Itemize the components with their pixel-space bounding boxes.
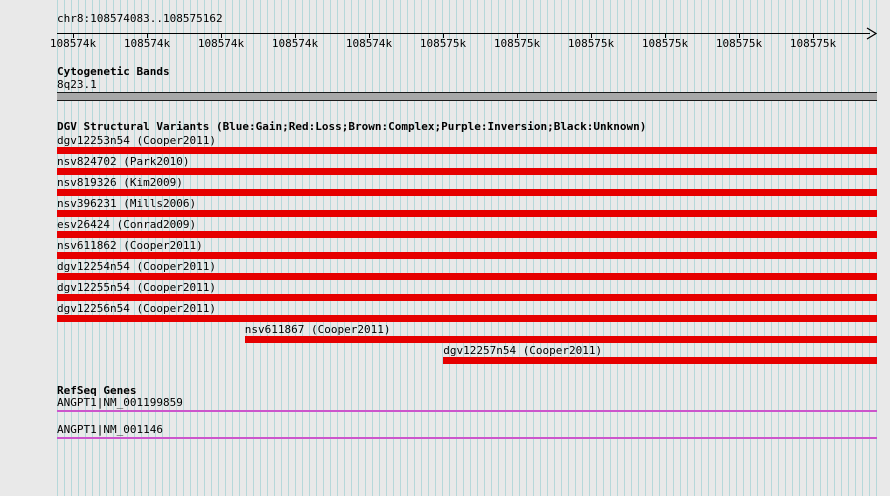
variant-label: dgv12257n54 (Cooper2011) <box>443 344 603 357</box>
variant-bar[interactable] <box>57 210 877 217</box>
variant-bar[interactable] <box>244 336 877 343</box>
variant-label: dgv12253n54 (Cooper2011) <box>57 134 216 147</box>
ruler-tick-label: 108575k <box>789 37 837 50</box>
variant-bar[interactable] <box>57 294 877 301</box>
axis-arrow-icon <box>866 27 877 40</box>
ruler-tick-label: 108574k <box>197 37 245 50</box>
ruler-tick <box>147 34 148 38</box>
gene-line[interactable] <box>57 437 877 439</box>
variant-label: dgv12256n54 (Cooper2011) <box>57 302 216 315</box>
ruler-tick <box>369 34 370 38</box>
variant-bar[interactable] <box>57 168 877 175</box>
grid-background <box>57 0 878 496</box>
ruler-tick <box>517 34 518 38</box>
track-title-refseq: RefSeq Genes <box>57 384 137 397</box>
ruler-tick <box>443 34 444 38</box>
cytoband-glyph[interactable] <box>57 92 877 101</box>
gene-label: ANGPT1|NM_001199859 <box>57 396 183 409</box>
ruler-tick-label: 108574k <box>123 37 171 50</box>
ruler-tick <box>295 34 296 38</box>
variant-label: dgv12255n54 (Cooper2011) <box>57 281 216 294</box>
variant-bar[interactable] <box>443 357 877 364</box>
cytoband-label: 8q23.1 <box>57 78 97 91</box>
gene-line[interactable] <box>57 410 877 412</box>
variant-label: nsv819326 (Kim2009) <box>57 176 183 189</box>
ruler-tick <box>221 34 222 38</box>
ruler-tick <box>813 34 814 38</box>
variant-bar[interactable] <box>57 189 877 196</box>
ruler-tick <box>591 34 592 38</box>
coordinate-ruler: 108574k 108574k 108574k 108574k 108574k 10857… <box>50 33 877 53</box>
variant-label: nsv824702 (Park2010) <box>57 155 190 168</box>
dgv-variants-track: dgv12253n54 (Cooper2011) nsv824702 (Park2… <box>57 0 877 496</box>
variant-bar[interactable] <box>57 273 877 280</box>
ruler-tick-label: 108575k <box>715 37 763 50</box>
ruler-tick-label: 108575k <box>419 37 467 50</box>
variant-bar[interactable] <box>57 315 877 322</box>
ruler-tick <box>739 34 740 38</box>
variant-bar[interactable] <box>57 147 877 154</box>
ruler-tick-label: 108575k <box>493 37 541 50</box>
track-title-dgv: DGV Structural Variants (Blue:Gain;Red:L… <box>57 120 647 133</box>
variant-bar[interactable] <box>57 231 877 238</box>
ruler-tick <box>73 34 74 38</box>
ruler-tick-label: 108575k <box>641 37 689 50</box>
variant-bar[interactable] <box>57 252 877 259</box>
track-title-cytogenetic: Cytogenetic Bands <box>57 65 170 78</box>
variant-label: esv26424 (Conrad2009) <box>57 218 197 231</box>
ruler-tick-label: 108574k <box>49 37 97 50</box>
variant-label: nsv611862 (Cooper2011) <box>57 239 203 252</box>
refseq-genes-track: ANGPT1|NM_001199859 ANGPT1|NM_001146 <box>57 0 877 496</box>
region-label: chr8:108574083..108575162 <box>57 12 223 25</box>
ruler-axis-line <box>57 33 870 34</box>
variant-label: nsv611867 (Cooper2011) <box>244 323 391 336</box>
ruler-tick-label: 108574k <box>345 37 393 50</box>
variant-label: dgv12254n54 (Cooper2011) <box>57 260 216 273</box>
ruler-tick <box>665 34 666 38</box>
gene-label: ANGPT1|NM_001146 <box>57 423 163 436</box>
ruler-tick-label: 108575k <box>567 37 615 50</box>
ruler-tick-label: 108574k <box>271 37 319 50</box>
variant-label: nsv396231 (Mills2006) <box>57 197 197 210</box>
